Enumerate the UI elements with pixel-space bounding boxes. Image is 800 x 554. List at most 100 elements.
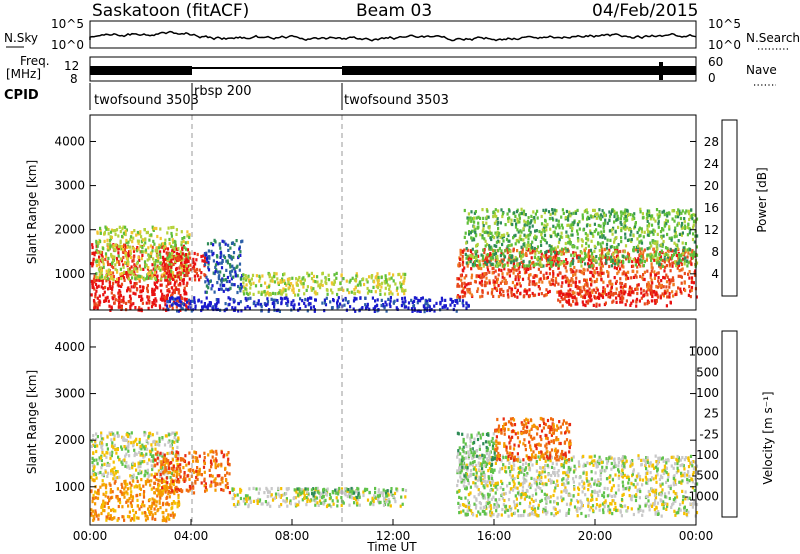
power-cell <box>385 309 388 313</box>
velocity-cell <box>155 504 158 508</box>
power-cell <box>285 301 288 305</box>
power-cell <box>586 215 589 219</box>
power-cell <box>184 253 187 257</box>
power-cell <box>359 296 362 300</box>
power-cell <box>642 294 645 298</box>
velocity-cell <box>210 480 213 484</box>
power-cell <box>575 297 578 301</box>
velocity-cell <box>159 474 162 478</box>
power-cell <box>551 263 554 267</box>
power-cell <box>155 299 158 303</box>
power-cell <box>545 258 549 262</box>
power-cell <box>694 269 697 273</box>
power-cell <box>419 299 422 303</box>
power-cell <box>99 240 102 244</box>
power-cell <box>503 263 506 267</box>
power-cell <box>638 234 641 238</box>
power-cell <box>543 229 546 234</box>
power-cell <box>215 301 219 305</box>
power-cell <box>99 276 102 280</box>
power-cell <box>584 246 587 251</box>
power-cell <box>504 249 507 253</box>
power-cell <box>626 255 629 259</box>
power-cell <box>150 233 153 237</box>
power-cell <box>208 255 211 259</box>
power-cell <box>580 289 583 293</box>
power-cell <box>206 242 210 246</box>
power-cell <box>237 254 240 258</box>
power-cell <box>693 250 696 254</box>
power-cell <box>483 230 486 234</box>
velocity-cell <box>140 478 143 482</box>
freq-label: Freq. <box>20 54 50 68</box>
power-cell <box>565 250 568 254</box>
power-cell <box>619 277 622 281</box>
power-cell <box>389 290 392 294</box>
power-cell <box>207 249 210 253</box>
power-cell <box>312 274 316 278</box>
power-cell <box>384 276 387 280</box>
velocity-cell <box>127 504 130 508</box>
power-cell <box>611 282 614 286</box>
power-cell <box>168 242 171 246</box>
power-cell <box>573 291 576 295</box>
velocity-cell <box>153 507 156 511</box>
power-cell <box>687 261 690 265</box>
power-cell <box>660 236 663 240</box>
power-colorbar-tick: 20 <box>704 179 719 193</box>
power-cell <box>467 212 470 216</box>
power-cell <box>673 229 676 233</box>
power-cell <box>465 274 468 278</box>
power-cell <box>244 296 247 301</box>
nsearch-label: N.Search <box>746 31 800 45</box>
power-cell <box>655 261 659 265</box>
velocity-cell <box>220 462 223 466</box>
power-cell <box>475 216 478 220</box>
power-cell <box>648 209 651 213</box>
power-cell <box>461 249 464 253</box>
power-cell <box>486 265 489 269</box>
power-cell <box>193 266 196 270</box>
power-cell <box>181 248 184 252</box>
power-cell <box>291 288 294 292</box>
power-cell <box>236 290 239 295</box>
velocity-cell <box>170 487 173 491</box>
power-cell <box>467 290 470 294</box>
power-cell <box>492 294 495 298</box>
power-cell <box>624 244 628 248</box>
power-cell <box>550 262 553 266</box>
power-cell <box>540 214 543 219</box>
power-cell <box>219 251 222 255</box>
velocity-cell <box>94 439 97 443</box>
velocity-cell <box>144 444 147 448</box>
power-cell <box>403 292 406 296</box>
power-cell <box>171 251 174 255</box>
power-cell <box>600 230 603 234</box>
power-cell <box>660 279 663 283</box>
power-cell <box>481 290 484 294</box>
power-cell <box>660 285 663 290</box>
velocity-cell <box>118 458 121 462</box>
power-cell <box>365 278 368 282</box>
power-cell <box>665 280 669 284</box>
velocity-cell <box>100 454 103 458</box>
power-cell <box>686 259 689 263</box>
power-cell <box>518 270 521 274</box>
power-cell <box>197 298 200 302</box>
power-cell <box>543 223 546 227</box>
power-cell <box>585 208 588 212</box>
velocity-cell <box>157 469 160 473</box>
power-cell <box>149 251 153 255</box>
power-cell <box>458 261 461 266</box>
power-cell <box>668 291 671 296</box>
power-cell <box>459 248 462 252</box>
power-cell <box>119 239 122 243</box>
velocity-cell <box>141 503 144 507</box>
velocity-cell <box>173 513 176 517</box>
power-cell <box>497 220 500 224</box>
power-cell <box>166 307 169 311</box>
power-cell <box>510 218 513 222</box>
power-cell <box>214 263 218 267</box>
power-cell <box>662 294 665 298</box>
power-cell <box>606 221 609 225</box>
